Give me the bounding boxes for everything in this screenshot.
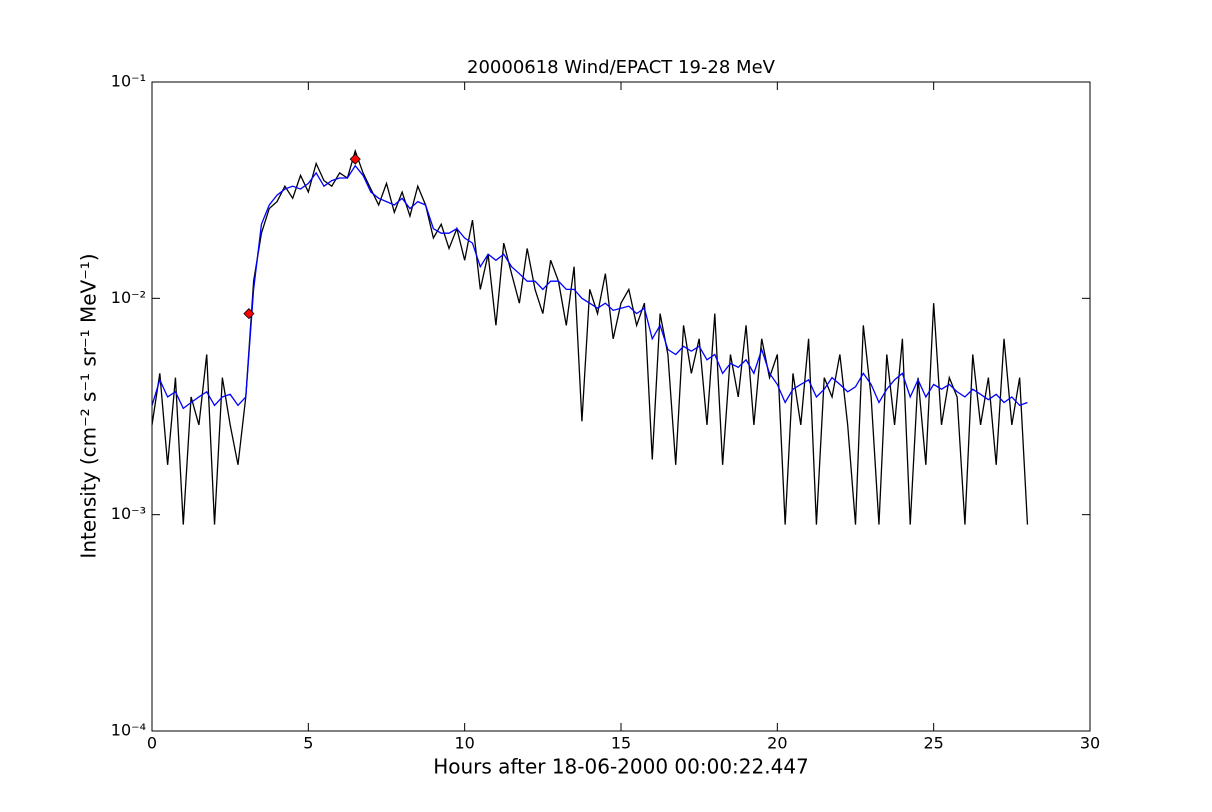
data-line (151, 148, 1029, 525)
chart-title: 20000618 Wind/EPACT 19-28 MeV (467, 57, 776, 78)
y-axis-label: Intensity (cm⁻² s⁻¹ sr⁻¹ MeV⁻¹) (77, 253, 101, 558)
x-tick-label: 15 (611, 734, 631, 753)
y-tick-label: 10⁻² (111, 288, 146, 307)
x-tick-label: 0 (147, 734, 157, 753)
x-tick-label: 20 (767, 734, 787, 753)
plot-frame (151, 81, 1091, 732)
y-tick-label: 10⁻¹ (111, 72, 146, 91)
x-axis-label: Hours after 18-06-2000 00:00:22.447 (433, 755, 809, 779)
marker (349, 153, 361, 165)
x-tick-label: 30 (1080, 734, 1100, 753)
marker (243, 308, 255, 320)
y-tick-label: 10⁻³ (111, 504, 146, 523)
x-tick-label: 25 (923, 734, 943, 753)
y-tick-label: 10⁻⁴ (111, 721, 146, 740)
x-tick-label: 10 (454, 734, 474, 753)
data-line (151, 164, 1028, 410)
x-tick-label: 5 (303, 734, 313, 753)
